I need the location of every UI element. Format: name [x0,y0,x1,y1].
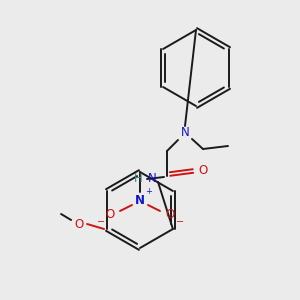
Text: O: O [165,208,175,220]
Text: O: O [105,208,115,220]
Text: O: O [74,218,84,230]
Text: H: H [134,172,142,185]
Text: −: − [176,217,184,227]
Text: −: − [97,217,105,227]
Text: N: N [181,127,189,140]
Text: N: N [135,194,145,206]
Text: O: O [198,164,208,178]
Text: N: N [148,172,156,185]
Text: +: + [146,187,152,196]
